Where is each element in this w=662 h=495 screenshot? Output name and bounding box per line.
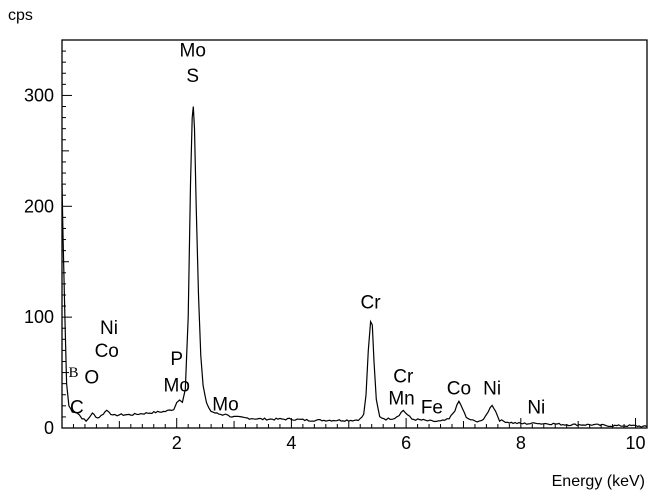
- y-tick-label: 100: [24, 307, 54, 327]
- tick-marks: [61, 39, 648, 429]
- axes: [61, 39, 648, 429]
- y-axis-label: cps: [8, 7, 33, 24]
- element-label-co: Co: [447, 379, 471, 400]
- x-tick-label: 10: [626, 433, 646, 453]
- element-label-c: C: [70, 398, 84, 419]
- spectrum-line: [61, 106, 648, 428]
- element-label-o: O: [84, 368, 99, 389]
- element-label-mo: Mo: [180, 41, 206, 62]
- x-tick-label: 4: [286, 433, 296, 453]
- element-label-mn: Mn: [388, 389, 414, 410]
- element-label-mo: Mo: [164, 375, 190, 396]
- y-tick-label: 0: [44, 418, 54, 438]
- element-label-ni: Ni: [483, 379, 501, 400]
- x-tick-label: 8: [516, 433, 526, 453]
- element-label-p: P: [170, 349, 183, 370]
- element-label-fe: Fe: [421, 398, 443, 419]
- element-label-ni: Ni: [100, 318, 118, 339]
- y-tick-label: 200: [24, 196, 54, 216]
- element-label-s: S: [186, 66, 199, 87]
- y-tick-label: 300: [24, 85, 54, 105]
- element-label-cr: Cr: [361, 292, 382, 313]
- plot-frame: [61, 39, 648, 429]
- x-tick-label: 6: [401, 433, 411, 453]
- element-label-b: B: [68, 365, 78, 381]
- element-label-cr: Cr: [393, 367, 414, 388]
- x-tick-label: 2: [172, 433, 182, 453]
- element-label-co: Co: [95, 341, 119, 362]
- x-axis-label: Energy (keV): [552, 473, 645, 490]
- element-label-mo: Mo: [212, 394, 238, 415]
- element-label-ni: Ni: [527, 398, 545, 419]
